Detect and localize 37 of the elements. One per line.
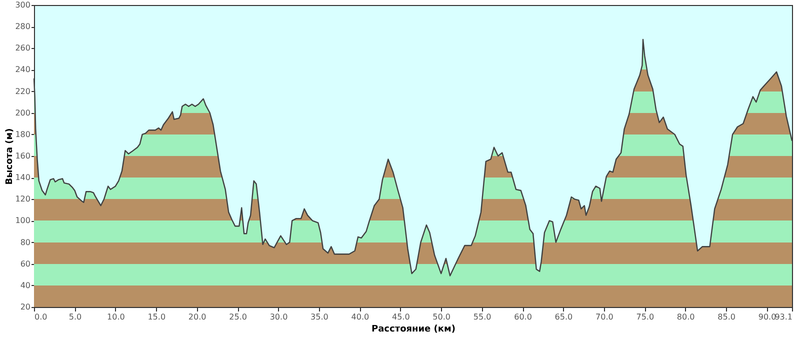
x-tick-label: 30.0 [270, 312, 288, 322]
y-tick-label: 160 [15, 152, 30, 160]
y-tick-label: 20 [20, 302, 30, 312]
x-tick-label: 15.0 [148, 312, 166, 322]
x-tick-label: 25.0 [229, 312, 247, 322]
y-tick-label: 260 [15, 44, 30, 53]
y-tick-label: 140 [15, 173, 30, 182]
x-tick-label: 70.0 [596, 312, 614, 322]
y-tick-label: 80 [20, 238, 30, 247]
x-tick-label: 0.0 [34, 312, 48, 322]
y-tick-label: 200 [15, 108, 30, 118]
x-tick-label: 20.0 [188, 312, 206, 322]
y-tick-label: 280 [15, 22, 30, 32]
x-tick-label: 10.0 [107, 312, 125, 322]
x-tick-label: 55.0 [473, 312, 492, 322]
x-tick-label: 80.0 [676, 312, 695, 322]
x-tick-label: 93.1 [774, 312, 792, 322]
y-tick-label: 100 [15, 216, 30, 226]
y-tick-label: 220 [15, 86, 30, 96]
y-tick-label: 40 [20, 280, 30, 290]
x-tick-label: 35.0 [310, 312, 328, 322]
x-tick-label: 90.0 [758, 312, 776, 322]
y-tick-label: 180 [15, 130, 30, 139]
x-tick-label: 50.0 [432, 312, 450, 322]
x-tick-label: 45.0 [392, 312, 410, 322]
y-tick-label: 60 [20, 259, 30, 268]
y-tick-label: 120 [15, 194, 30, 204]
y-tick-label: 300 [15, 0, 30, 10]
y-axis-title: Высота (м) [5, 128, 16, 185]
x-tick-label: 40.0 [351, 312, 370, 322]
x-tick-label: 65.0 [554, 312, 573, 322]
x-tick-label: 60.0 [514, 312, 532, 322]
x-tick-label: 5.0 [68, 312, 82, 322]
x-tick-label: 85.0 [718, 312, 736, 322]
x-tick-label: 75.0 [636, 312, 654, 322]
x-axis-title: Расстояние (км) [372, 324, 456, 334]
y-tick-label: 240 [15, 65, 30, 74]
